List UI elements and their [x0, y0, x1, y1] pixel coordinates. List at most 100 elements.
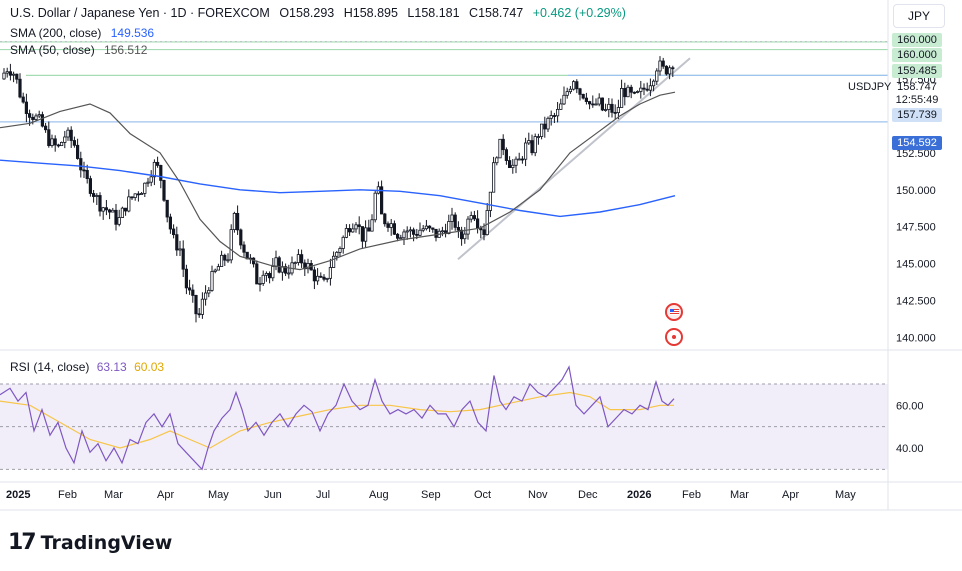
symbol-title[interactable]: U.S. Dollar / Japanese Yen · 1D · FOREXC… — [10, 6, 270, 20]
candle-up — [572, 81, 576, 90]
sma200-label: SMA (200, close) — [10, 26, 102, 40]
candle-up — [117, 217, 121, 225]
candle-down — [395, 233, 400, 239]
candle-down — [53, 138, 57, 146]
candle-down — [591, 103, 595, 106]
candle-up — [261, 274, 265, 284]
candle-down — [520, 158, 525, 161]
y-tick-label: 140.000 — [896, 333, 936, 345]
japan-flag-event-icon[interactable] — [665, 328, 683, 346]
candle-up — [648, 85, 653, 91]
candle-up — [639, 87, 643, 92]
candle-down — [21, 96, 25, 103]
candle-up — [524, 142, 528, 160]
y-tick-label: 142.500 — [896, 296, 936, 308]
candle-up — [399, 237, 403, 240]
candle-down — [299, 254, 304, 264]
x-tick-label: Apr — [782, 489, 799, 501]
candle-up — [418, 229, 422, 236]
candle-up — [315, 275, 320, 282]
candle-up — [616, 107, 621, 114]
candle-down — [312, 269, 317, 282]
horizontal-levels — [0, 41, 888, 261]
candle-up — [95, 195, 99, 197]
candle-down — [85, 170, 89, 180]
candle-up — [597, 97, 601, 105]
candle-down — [31, 116, 35, 120]
candle-up — [331, 255, 336, 268]
candle-up — [540, 123, 544, 137]
candle-down — [453, 214, 457, 228]
candle-down — [223, 254, 227, 261]
candle-up — [146, 181, 150, 184]
candle-up — [351, 228, 355, 233]
currency-button[interactable]: JPY — [893, 4, 945, 28]
candle-down — [277, 257, 281, 273]
sma50-legend[interactable]: SMA (50, close) 156.512 — [10, 43, 153, 57]
candle-down — [40, 114, 45, 127]
candle-down — [661, 60, 665, 67]
candle-down — [427, 225, 432, 229]
candle-up — [111, 209, 115, 213]
candle-down — [319, 275, 323, 278]
candle-down — [184, 268, 188, 289]
candle-down — [155, 161, 160, 166]
candle-up — [421, 228, 425, 231]
candle-up — [101, 207, 105, 212]
candle-down — [136, 193, 140, 196]
candle-down — [56, 144, 61, 147]
candle-up — [495, 157, 499, 164]
candle-up — [402, 231, 406, 239]
sma50-label: SMA (50, close) — [10, 43, 95, 57]
time-axis[interactable]: 2025 Feb Mar Apr May Jun Jul Aug Sep Oct Nov Dec 202… — [6, 489, 856, 501]
candle-down — [165, 199, 169, 218]
rsi-y-tick-label: 60.00 — [896, 400, 924, 412]
x-tick-label: Apr — [157, 489, 174, 501]
us-flag-event-icon[interactable] — [665, 303, 683, 321]
candle-down — [76, 144, 80, 159]
candle-up — [50, 138, 54, 146]
tradingview-logo[interactable]: 17 TradingView — [8, 530, 172, 555]
candle-down — [613, 111, 617, 114]
rsi-legend[interactable]: RSI (14, close) 63.13 60.03 — [10, 360, 164, 374]
candle-up — [60, 141, 64, 147]
candle-down — [642, 87, 646, 90]
candle-down — [392, 223, 397, 235]
candle-up — [491, 162, 496, 193]
candle-up — [604, 109, 608, 111]
sma50-line — [0, 91, 676, 271]
candle-up — [37, 114, 41, 117]
candle-up — [373, 192, 377, 221]
y-tick-label: 152.500 — [896, 148, 936, 160]
candle-up — [213, 269, 217, 272]
candle-down — [98, 195, 102, 212]
candle-down — [581, 93, 585, 99]
x-tick-label: Feb — [58, 489, 77, 501]
candle-up — [149, 176, 153, 183]
candle-up — [354, 224, 358, 230]
candle-down — [482, 229, 486, 236]
candle-up — [658, 60, 662, 72]
candle-up — [546, 117, 550, 130]
candle-up — [287, 272, 291, 275]
candle-down — [543, 123, 547, 130]
candle-up — [559, 103, 563, 110]
candle-down — [584, 97, 589, 102]
sma200-legend[interactable]: SMA (200, close) 149.536 — [10, 26, 160, 40]
candle-down — [104, 207, 108, 211]
x-tick-label: May — [208, 489, 229, 501]
candle-up — [219, 254, 224, 267]
candle-up — [536, 136, 541, 138]
x-tick-label: 2026 — [627, 489, 651, 501]
candle-down — [360, 226, 365, 242]
x-tick-label: Oct — [474, 489, 491, 501]
candle-down — [575, 81, 579, 90]
candle-down — [168, 216, 172, 230]
candle-up — [2, 72, 6, 80]
candle-down — [504, 149, 509, 161]
candle-up — [405, 230, 409, 233]
candle-down — [187, 287, 192, 291]
candle-down — [124, 207, 128, 212]
x-tick-label: Dec — [578, 489, 598, 501]
